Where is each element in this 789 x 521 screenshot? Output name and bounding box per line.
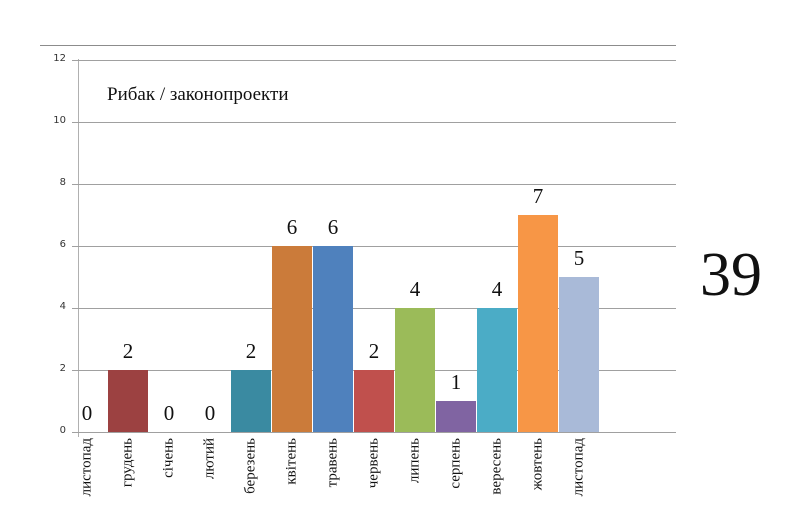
x-tick-label: травень: [324, 438, 341, 488]
y-tick-label: 12: [53, 53, 66, 64]
gridline: [72, 432, 676, 433]
gridline: [72, 184, 676, 185]
x-tick-label: вересень: [488, 438, 505, 495]
value-label: 2: [368, 339, 380, 363]
chart-title: Рибак / законопроекти: [107, 84, 289, 105]
x-tick-label: січень: [160, 438, 177, 478]
x-tick-label: грудень: [119, 438, 136, 488]
bar: [559, 277, 599, 432]
x-tick-label: квітень: [283, 438, 300, 485]
x-tick-label: листопад: [78, 438, 95, 497]
y-tick-label: 6: [59, 239, 66, 250]
y-tick-label: 0: [59, 425, 66, 436]
gridline: [72, 308, 676, 309]
value-label: 2: [245, 339, 257, 363]
bar: [272, 246, 312, 432]
total-count: 39: [700, 241, 762, 309]
y-tick-label: 10: [53, 115, 66, 126]
bar: [108, 370, 148, 432]
value-label: 6: [286, 215, 298, 239]
value-label: 2: [122, 339, 134, 363]
y-tick-label: 4: [59, 301, 66, 312]
x-tick-label: червень: [365, 438, 382, 489]
x-tick-label: лютий: [201, 438, 218, 480]
x-tick-label: жовтень: [529, 438, 546, 491]
gridline: [72, 60, 676, 61]
gridline: [72, 246, 676, 247]
value-label: 4: [491, 277, 503, 301]
bar: [395, 308, 435, 432]
value-label: 0: [81, 401, 93, 425]
bar: [518, 215, 558, 432]
value-label: 7: [532, 184, 544, 208]
x-tick-label: серпень: [447, 438, 464, 489]
value-label: 6: [327, 215, 339, 239]
gridline: [72, 122, 676, 123]
bar: [436, 401, 476, 432]
x-tick-label: листопад: [570, 438, 587, 497]
bar: [354, 370, 394, 432]
value-label: 0: [163, 401, 175, 425]
y-tick-label: 8: [59, 177, 66, 188]
value-label: 1: [450, 370, 462, 394]
top-border-line: [40, 45, 676, 46]
value-label: 0: [204, 401, 216, 425]
value-label: 4: [409, 277, 421, 301]
bar: [231, 370, 271, 432]
value-label: 5: [573, 246, 585, 270]
y-axis: [78, 59, 79, 437]
y-tick-label: 2: [59, 363, 66, 374]
x-tick-label: березень: [242, 438, 259, 494]
bar: [313, 246, 353, 432]
bar: [477, 308, 517, 432]
x-tick-label: липень: [406, 438, 423, 484]
